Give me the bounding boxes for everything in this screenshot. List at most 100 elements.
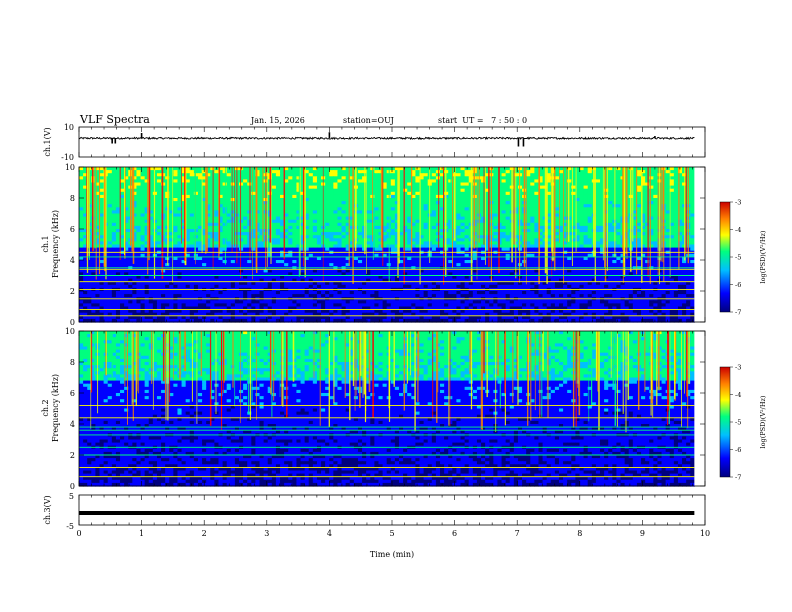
spectrogram-cell bbox=[595, 201, 601, 205]
spectrogram-cell bbox=[456, 225, 462, 230]
spectrogram-cell bbox=[156, 182, 162, 187]
spectrogram-cell bbox=[300, 198, 306, 202]
spectrogram-cell bbox=[669, 210, 675, 215]
spectrogram-cell bbox=[415, 210, 421, 215]
spectrogram-cell bbox=[214, 241, 220, 246]
spectrogram-cell bbox=[243, 232, 248, 236]
spectrogram-cell bbox=[407, 253, 412, 258]
spectrogram-cell bbox=[415, 182, 421, 187]
spectrogram-cell bbox=[95, 170, 101, 174]
spectrogram-cell bbox=[349, 256, 355, 261]
spectrogram-cell bbox=[124, 201, 129, 205]
spectrogram-cell bbox=[193, 256, 199, 261]
spectrogram-cell bbox=[501, 179, 507, 184]
spectrogram-cell bbox=[197, 229, 203, 233]
spectrogram-cell bbox=[431, 173, 437, 177]
spectrogram-cell bbox=[476, 260, 482, 264]
spectrogram-cell bbox=[534, 170, 540, 174]
spectrogram-cell bbox=[210, 241, 215, 246]
spectrogram-cell bbox=[407, 185, 412, 190]
spectrogram-cell bbox=[641, 201, 646, 205]
spectrogram-cell bbox=[472, 219, 478, 224]
spectrogram-cell bbox=[653, 219, 659, 224]
spectrogram-cell bbox=[653, 238, 659, 242]
spectrogram-cell bbox=[255, 188, 261, 193]
spectrogram-cell bbox=[435, 247, 441, 252]
spectrogram-cell bbox=[538, 167, 544, 171]
spectrogram-cell bbox=[575, 182, 581, 187]
spectrogram-cell bbox=[206, 167, 211, 171]
spectrogram-cell bbox=[206, 210, 211, 215]
spectrogram-cell bbox=[243, 260, 248, 264]
spectrogram-cell bbox=[464, 213, 470, 218]
spectrogram-cell bbox=[304, 191, 310, 196]
spectrogram-cell bbox=[600, 191, 605, 196]
spectrogram-cell bbox=[156, 253, 162, 258]
spectrogram-cell bbox=[230, 232, 236, 236]
spectrogram-cell bbox=[156, 213, 162, 218]
spectrogram-cell bbox=[394, 247, 400, 252]
spectrogram-cell bbox=[189, 207, 195, 211]
spectrogram-cell bbox=[255, 238, 261, 242]
spectrogram-cell bbox=[382, 219, 388, 224]
spectrogram-cell bbox=[554, 232, 560, 236]
spectrogram-cell bbox=[292, 191, 298, 196]
spectrogram-cell bbox=[579, 198, 585, 202]
spectrogram-cell bbox=[616, 238, 622, 242]
spectrogram-cell bbox=[517, 225, 523, 230]
spectrogram-cell bbox=[546, 244, 552, 249]
spectrogram-cell bbox=[374, 167, 380, 171]
spectrogram-cell bbox=[460, 238, 466, 242]
spectrogram-cell bbox=[583, 253, 589, 258]
spectrogram-cell bbox=[140, 235, 146, 239]
spectrogram-cell bbox=[534, 188, 540, 193]
spectrogram-cell bbox=[554, 213, 560, 218]
spectrogram-cell bbox=[411, 225, 416, 230]
spectrogram-cell bbox=[403, 201, 408, 205]
spectrogram-cell bbox=[214, 238, 220, 242]
spectrogram-cell bbox=[284, 263, 289, 267]
spectrogram-cell bbox=[485, 170, 490, 174]
spectrogram-cell bbox=[79, 194, 84, 199]
spectrogram-cell bbox=[583, 244, 589, 249]
spectrogram-cell bbox=[300, 235, 306, 239]
spectrogram-cell bbox=[554, 241, 560, 246]
spectrogram-cell bbox=[238, 167, 244, 171]
spectrogram-cell bbox=[665, 191, 671, 196]
spectrogram-cell bbox=[259, 229, 265, 233]
spectrogram-cell bbox=[665, 253, 671, 258]
spectrogram-cell bbox=[677, 222, 683, 227]
spectrogram-cell bbox=[275, 185, 281, 190]
spectrogram-cell bbox=[390, 204, 396, 208]
spectrogram-cell bbox=[169, 263, 174, 267]
spectrogram-cell bbox=[423, 213, 429, 218]
spectrogram-cell bbox=[312, 253, 318, 258]
spectrogram-cell bbox=[226, 256, 232, 261]
spectrogram-cell bbox=[415, 173, 421, 177]
spectrogram-cell bbox=[530, 222, 535, 227]
spectrogram-cell bbox=[222, 238, 228, 242]
spectrogram-cell bbox=[197, 260, 203, 264]
spectrogram-cell bbox=[530, 256, 535, 261]
spectrogram-cell bbox=[120, 216, 125, 221]
spectrogram-cell bbox=[345, 253, 351, 258]
spectrogram-cell bbox=[546, 173, 552, 177]
spectrogram-cell bbox=[144, 241, 150, 246]
spectrogram-cell bbox=[210, 182, 215, 187]
spectrogram-cell bbox=[161, 210, 166, 215]
spectrogram-cell bbox=[345, 244, 351, 249]
spectrogram-cell bbox=[214, 185, 220, 190]
spectrogram-cell bbox=[616, 176, 622, 180]
spectrogram-cell bbox=[464, 238, 470, 242]
spectrogram-cell bbox=[665, 232, 671, 236]
spectrogram-cell bbox=[415, 198, 421, 202]
spectrogram-cell bbox=[571, 201, 576, 205]
spectrogram-cell bbox=[669, 179, 675, 184]
spectrogram-cell bbox=[673, 216, 679, 221]
spectrogram-cell bbox=[649, 182, 654, 187]
spectrogram-cell bbox=[398, 210, 404, 215]
spectrogram-cell bbox=[275, 263, 281, 267]
spectrogram-cell bbox=[280, 191, 285, 196]
spectrogram-cell bbox=[214, 232, 220, 236]
spectrogram-cell bbox=[312, 191, 318, 196]
